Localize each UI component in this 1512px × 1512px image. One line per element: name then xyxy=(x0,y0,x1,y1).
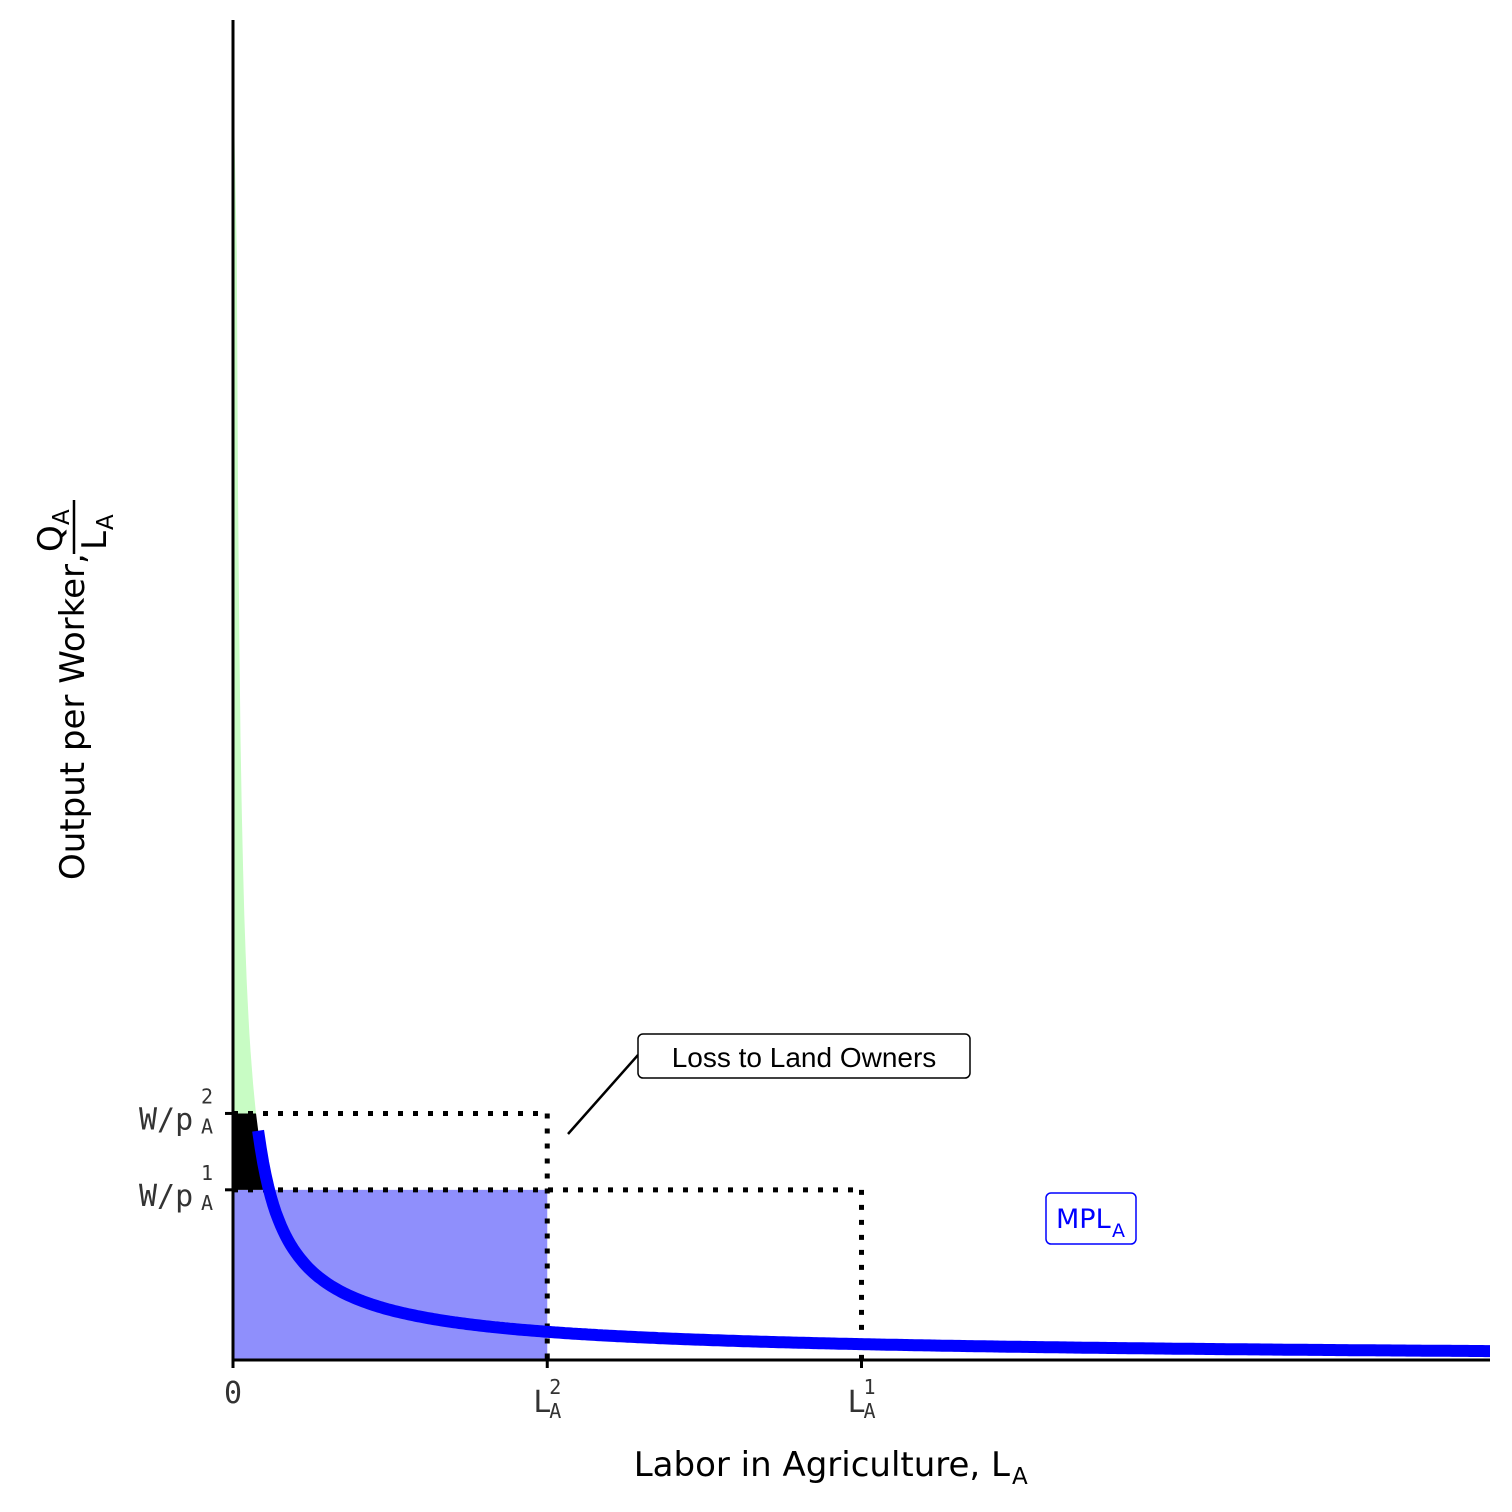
x-tick-label-0: 0 xyxy=(224,1376,242,1411)
svg-text:A: A xyxy=(1112,1220,1125,1242)
svg-text:W/p: W/p xyxy=(139,1102,193,1137)
svg-text:Loss to Land Owners: Loss to Land Owners xyxy=(672,1042,937,1073)
loss-annotation-label: Loss to Land Owners xyxy=(637,1033,971,1079)
svg-text:MPL: MPL xyxy=(1056,1204,1111,1235)
x-tick-label-l1: L 1 A xyxy=(848,1375,876,1423)
wage-bill-area xyxy=(233,1189,548,1360)
x-tick-label-l2: L 2 A xyxy=(533,1375,561,1423)
svg-text:L: L xyxy=(848,1385,866,1420)
svg-text:2: 2 xyxy=(549,1375,561,1399)
svg-text:A: A xyxy=(864,1399,876,1423)
svg-text:0: 0 xyxy=(224,1376,242,1411)
svg-text:W/p: W/p xyxy=(139,1179,193,1214)
svg-text:A: A xyxy=(201,1114,213,1138)
svg-text:A: A xyxy=(549,1399,561,1423)
annotation-leader-line xyxy=(567,1054,639,1135)
svg-text:A: A xyxy=(201,1191,213,1215)
x-axis-title: Labor in Agriculture, L A xyxy=(634,1445,1028,1490)
svg-text:1: 1 xyxy=(201,1161,213,1185)
svg-text:Labor in Agriculture, L: Labor in Agriculture, L xyxy=(634,1445,1010,1485)
y-axis-title: Output per Worker, Q A L A xyxy=(31,500,119,880)
svg-text:A: A xyxy=(1012,1464,1028,1490)
mpl-curve xyxy=(252,1129,1490,1358)
y-tick-label-wage-2: W/p 2 A xyxy=(139,1084,213,1138)
svg-text:L: L xyxy=(75,531,115,550)
tick-marks xyxy=(225,1111,863,1368)
svg-text:A: A xyxy=(93,514,119,530)
y-tick-label-wage-1: W/p 1 A xyxy=(139,1161,213,1215)
svg-text:A: A xyxy=(49,509,75,525)
svg-text:Output per Worker,: Output per Worker, xyxy=(53,553,93,880)
svg-text:Q: Q xyxy=(31,525,71,552)
land-owner-surplus-area xyxy=(233,60,257,1114)
svg-text:1: 1 xyxy=(864,1375,876,1399)
mpl-curve-label: MPL A xyxy=(1045,1192,1137,1245)
svg-text:L: L xyxy=(533,1385,551,1420)
svg-text:2: 2 xyxy=(201,1084,213,1108)
